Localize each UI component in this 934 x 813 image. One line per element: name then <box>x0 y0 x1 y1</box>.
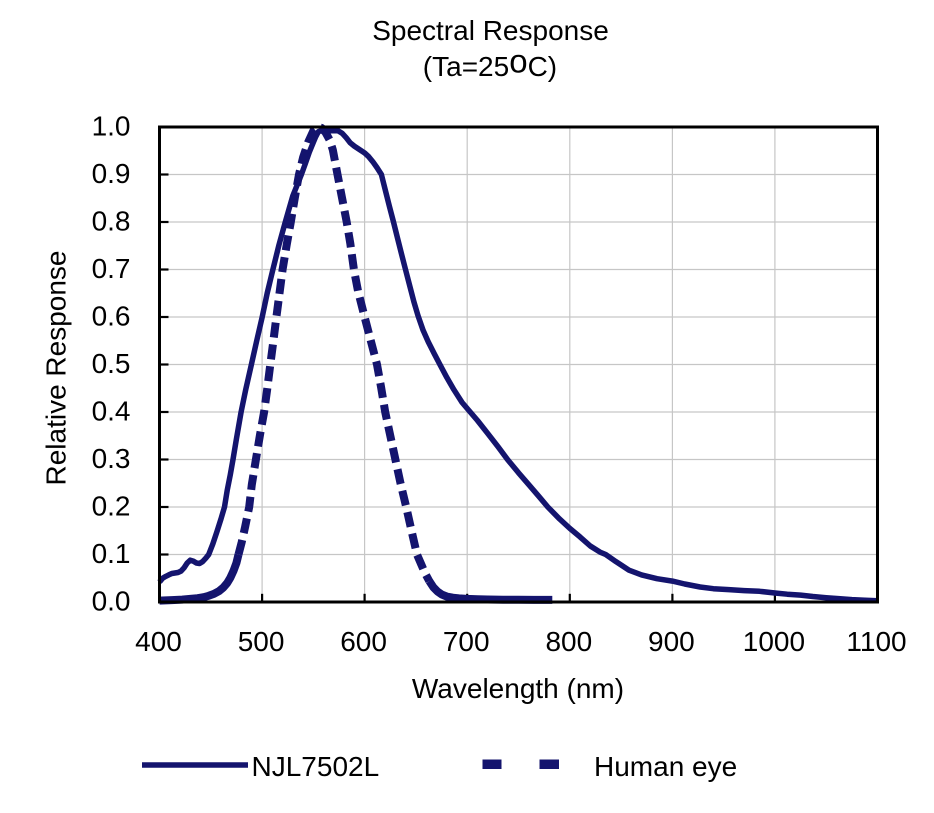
svg-text:0.8: 0.8 <box>92 206 131 237</box>
svg-text:700: 700 <box>443 626 490 657</box>
svg-text:Relative Response: Relative Response <box>41 250 72 485</box>
svg-text:0.9: 0.9 <box>92 158 131 189</box>
svg-text:1100: 1100 <box>846 626 906 657</box>
svg-text:0.0: 0.0 <box>92 586 131 617</box>
svg-text:0.4: 0.4 <box>92 396 131 427</box>
svg-text:900: 900 <box>648 626 695 657</box>
svg-text:400: 400 <box>135 626 182 657</box>
svg-text:Human eye: Human eye <box>594 751 737 782</box>
svg-text:Spectral Response: Spectral Response <box>372 15 609 46</box>
svg-text:0.2: 0.2 <box>92 491 131 522</box>
svg-text:Wavelength (nm): Wavelength (nm) <box>412 673 624 704</box>
svg-text:NJL7502L: NJL7502L <box>252 751 380 782</box>
svg-text:0.7: 0.7 <box>92 253 131 284</box>
svg-text:800: 800 <box>545 626 592 657</box>
svg-text:0.1: 0.1 <box>92 538 131 569</box>
svg-text:0.3: 0.3 <box>92 443 131 474</box>
svg-text:1.0: 1.0 <box>92 111 131 142</box>
svg-text:1000: 1000 <box>743 626 805 657</box>
svg-text:0.6: 0.6 <box>92 301 131 332</box>
svg-text:0.5: 0.5 <box>92 348 131 379</box>
svg-text:600: 600 <box>340 626 387 657</box>
svg-text:500: 500 <box>238 626 285 657</box>
